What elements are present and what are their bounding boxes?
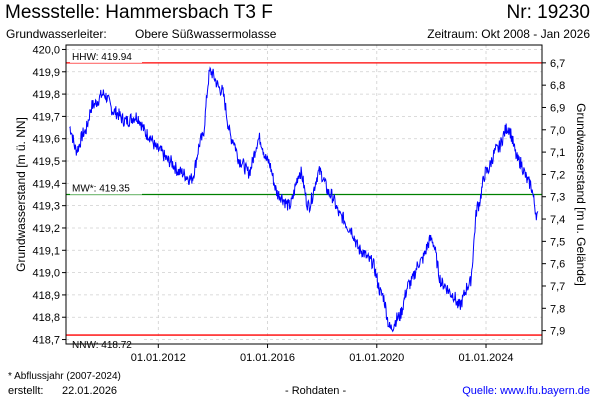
y-tick-label: 419,9 — [32, 67, 60, 79]
ref-label-bg — [70, 338, 142, 352]
period-label: Zeitraum: Okt 2008 - Jan 2026 — [427, 27, 590, 41]
y-tick-label: 419,2 — [32, 223, 60, 235]
y2-tick-label: 7,7 — [550, 281, 565, 293]
ref-label-bg — [70, 181, 142, 195]
aquifer-value: Obere Süßwassermolasse — [135, 27, 277, 41]
y-tick-label: 420,0 — [32, 44, 60, 56]
y-tick-label: 418,7 — [32, 335, 60, 347]
y2-tick-label: 7,8 — [550, 303, 565, 315]
y-tick-label: 418,9 — [32, 290, 60, 302]
y2-axis-label: Grundwasserstand [m u. Gelände] — [574, 103, 588, 286]
y2-tick-label: 7,9 — [550, 326, 565, 338]
y-tick-label: 419,7 — [32, 111, 60, 123]
y2-tick-label: 7,4 — [550, 214, 565, 226]
ref-line-label: HHW: 419.94 — [72, 52, 132, 63]
ref-line-label: NNW: 418.72 — [72, 340, 132, 351]
y2-tick-label: 7,0 — [550, 125, 565, 137]
y-tick-label: 419,8 — [32, 89, 60, 101]
y-axis-label: Grundwasserstand [m ü. NN] — [14, 117, 28, 272]
y2-tick-label: 7,2 — [550, 169, 565, 181]
y2-tick-label: 6,7 — [550, 58, 565, 70]
y-tick-label: 419,6 — [32, 134, 60, 146]
x-tick-label: 01.01.2012 — [131, 352, 186, 364]
ref-line-label: MW*: 419.35 — [72, 184, 130, 195]
y-tick-label: 419,3 — [32, 201, 60, 213]
y2-tick-label: 6,8 — [550, 80, 565, 92]
y2-tick-label: 7,5 — [550, 236, 565, 248]
series-line — [69, 66, 539, 333]
y-tick-label: 419,4 — [32, 178, 60, 190]
y2-tick-label: 6,9 — [550, 102, 565, 114]
page-title: Messstelle: Hammersbach T3 F — [5, 2, 273, 23]
footnote: * Abflussjahr (2007-2024) — [8, 371, 121, 382]
y2-tick-label: 7,6 — [550, 259, 565, 271]
y2-tick-label: 7,1 — [550, 147, 565, 159]
x-tick-label: 01.01.2024 — [458, 352, 513, 364]
y2-tick-label: 7,3 — [550, 192, 565, 204]
x-tick-label: 01.01.2016 — [240, 352, 295, 364]
aquifer-label: Grundwasserleiter: — [6, 27, 107, 41]
created-date: 22.01.2026 — [62, 385, 118, 397]
created-label: erstellt: — [8, 385, 44, 397]
plot-frame — [65, 44, 543, 345]
raw-data-label: - Rohdaten - — [285, 385, 347, 397]
x-tick-label: 01.01.2020 — [349, 352, 404, 364]
ref-label-bg — [70, 49, 142, 63]
y-tick-label: 419,5 — [32, 156, 60, 168]
station-number: Nr: 19230 — [506, 2, 590, 23]
source-link[interactable]: Quelle: www.lfu.bayern.de — [462, 385, 590, 397]
y-tick-label: 419,1 — [32, 245, 60, 257]
y-tick-label: 419,0 — [32, 268, 60, 280]
y-tick-label: 418,8 — [32, 312, 60, 324]
